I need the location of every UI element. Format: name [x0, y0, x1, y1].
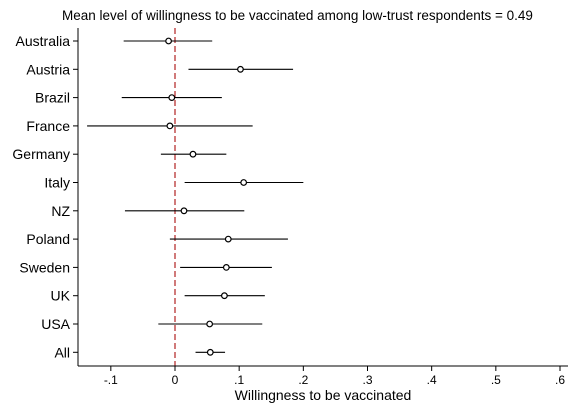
x-tick-label: 0 — [172, 373, 179, 387]
point-estimate — [206, 348, 214, 356]
x-tick-label: -.1 — [104, 373, 118, 387]
point-estimate — [237, 65, 244, 73]
y-tick-label: UK — [51, 288, 71, 304]
y-tick-label: Poland — [26, 231, 70, 247]
y-tick-label: Germany — [12, 146, 70, 162]
point-estimate — [189, 150, 197, 158]
y-tick-label: France — [26, 118, 70, 134]
x-tick-label: .1 — [234, 373, 244, 387]
x-tick-label: .4 — [427, 373, 437, 387]
point-estimate — [224, 235, 232, 243]
y-tick-label: Italy — [44, 175, 70, 191]
point-estimate — [180, 207, 188, 215]
x-tick-label: .3 — [362, 373, 372, 387]
x-axis: -.1 0 .1 .2 .3 .4 .5 .6 — [78, 365, 568, 387]
y-tick-label: Austria — [26, 61, 70, 77]
point-estimate — [168, 94, 176, 101]
point-estimate — [206, 320, 214, 328]
y-tick-label: USA — [41, 316, 70, 332]
point-estimate — [240, 179, 248, 186]
y-tick-label: Brazil — [35, 90, 70, 106]
chart-title: Mean level of willingness to be vaccinat… — [62, 8, 533, 23]
y-axis-labels: Australia Austria Brazil France Germany Italy… — [12, 33, 78, 360]
y-tick-label: All — [54, 344, 70, 360]
x-axis-label: Willingness to be vaccinated — [235, 387, 412, 403]
x-tick-label: .5 — [491, 373, 501, 387]
x-tick-label: .6 — [555, 373, 565, 387]
plot-area — [77, 28, 304, 366]
point-estimate — [221, 292, 228, 300]
point-estimate — [222, 264, 230, 271]
y-tick-label: NZ — [51, 203, 70, 219]
x-tick-label: .2 — [298, 373, 308, 387]
y-tick-label: Australia — [16, 33, 71, 49]
point-estimate — [165, 37, 172, 45]
y-tick-label: Sweden — [19, 259, 70, 275]
point-estimate — [166, 122, 174, 130]
